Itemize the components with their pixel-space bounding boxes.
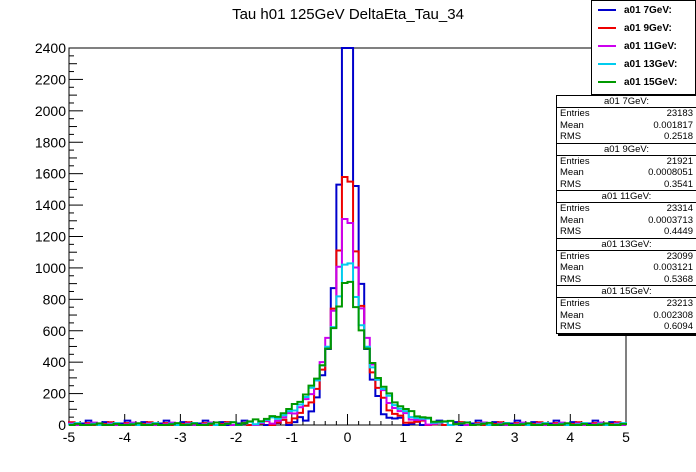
stat-label: Entries — [560, 250, 590, 262]
legend-label: a01 13GeV: — [624, 58, 678, 70]
stat-title: a01 9GeV: — [557, 144, 696, 156]
stat-title: a01 7GeV: — [557, 96, 696, 108]
legend-entry: a01 7GeV: — [592, 1, 695, 19]
stat-value: 0.6094 — [663, 321, 693, 332]
y-tick-label: 0 — [58, 417, 66, 433]
stat-title: a01 15GeV: — [557, 286, 696, 298]
axes: -5 -4 -3 -2 -1 0 1 2 3 4 5 0 200 400 600 800 1000 1200 140… — [35, 40, 630, 445]
y-tick-label: 2200 — [35, 71, 66, 87]
stat-value: 21921 — [666, 155, 693, 167]
series-2-histogram — [68, 175, 626, 426]
legend-entry: a01 9GeV: — [592, 19, 695, 37]
stat-box: a01 15GeV: Entries 23213 Mean 0.002308 RMS… — [557, 286, 696, 333]
stat-box: a01 7GeV: Entries 23183 Mean 0.001817 RMS 0… — [557, 96, 696, 144]
stat-value: 0.003121 — [653, 262, 693, 273]
legend-swatch — [598, 63, 616, 65]
stat-box: a01 13GeV: Entries 23099 Mean 0.003121 RMS… — [557, 239, 696, 286]
series-layer — [68, 47, 627, 426]
stat-title: a01 13GeV: — [557, 239, 696, 251]
legend-swatch — [598, 27, 616, 29]
x-tick-label: 3 — [511, 429, 519, 445]
legend-label: a01 15GeV: — [624, 76, 678, 88]
stat-label: RMS — [560, 178, 582, 190]
plot-frame — [68, 47, 627, 426]
stat-title: a01 11GeV: — [557, 191, 696, 203]
x-tick-label: 4 — [566, 429, 574, 445]
stat-label: Mean — [560, 309, 584, 321]
stat-box: a01 11GeV: Entries 23314 Mean 0.0003713 RM… — [557, 191, 696, 239]
y-tick-label: 1800 — [35, 134, 66, 150]
legend-entry: a01 15GeV: — [592, 73, 695, 91]
y-tick-label: 1400 — [35, 197, 66, 213]
stat-value: 23183 — [666, 108, 693, 119]
legend-entry: a01 11GeV: — [592, 37, 695, 55]
legend-swatch — [598, 45, 616, 47]
stat-value: 0.3541 — [663, 178, 693, 190]
y-tick-label: 800 — [43, 291, 67, 307]
stat-label: Mean — [560, 167, 584, 178]
legend-swatch — [598, 9, 616, 11]
stat-label: Entries — [560, 108, 590, 119]
stat-label: Entries — [560, 203, 590, 214]
stat-value: 23213 — [666, 298, 693, 309]
stat-label: RMS — [560, 273, 582, 285]
series-3-histogram — [68, 218, 626, 426]
y-tick-label: 1000 — [35, 260, 66, 276]
x-tick-label: -5 — [63, 429, 76, 445]
stat-value: 0.002308 — [653, 309, 693, 321]
stat-value: 23099 — [666, 250, 693, 262]
legend: a01 7GeV: a01 9GeV: a01 11GeV: a01 13GeV… — [591, 0, 696, 95]
x-tick-label: 1 — [399, 429, 407, 445]
stat-value: 0.5368 — [663, 273, 693, 285]
y-tick-label: 600 — [43, 323, 67, 339]
stat-label: Entries — [560, 155, 590, 167]
y-tick-label: 2400 — [35, 40, 66, 56]
stat-value: 0.001817 — [653, 119, 693, 131]
series-1-histogram — [69, 47, 626, 426]
y-tick-label: 400 — [43, 354, 67, 370]
series-4-histogram — [68, 262, 627, 426]
stat-label: RMS — [560, 131, 582, 142]
stat-label: Entries — [560, 298, 590, 309]
legend-label: a01 9GeV: — [624, 22, 672, 34]
series-5-histogram — [69, 280, 627, 426]
stat-value: 0.4449 — [663, 226, 693, 237]
x-tick-label: -1 — [286, 429, 299, 445]
legend-entry: a01 13GeV: — [592, 55, 695, 73]
stat-label: Mean — [560, 119, 584, 131]
stat-label: RMS — [560, 226, 582, 237]
stats-panel: a01 7GeV: Entries 23183 Mean 0.001817 RMS 0… — [556, 95, 696, 334]
y-tick-label: 1600 — [35, 166, 66, 182]
stat-value: 23314 — [666, 203, 693, 214]
stat-label: Mean — [560, 262, 584, 273]
legend-label: a01 11GeV: — [624, 40, 677, 52]
legend-label: a01 7GeV: — [624, 4, 672, 16]
legend-swatch — [598, 81, 616, 83]
chart-title: Tau h01 125GeV DeltaEta_Tau_34 — [232, 6, 464, 23]
stat-box: a01 9GeV: Entries 21921 Mean 0.0008051 RMS… — [557, 144, 696, 191]
y-tick-label: 2000 — [35, 103, 66, 119]
stat-value: 0.2518 — [663, 131, 693, 142]
x-tick-label: 2 — [455, 429, 463, 445]
x-tick-label: 5 — [622, 429, 630, 445]
x-tick-label: 0 — [344, 429, 352, 445]
x-tick-label: -4 — [118, 429, 131, 445]
stat-value: 0.0008051 — [648, 167, 693, 178]
y-tick-label: 1200 — [35, 229, 66, 245]
stat-label: Mean — [560, 214, 584, 226]
y-tick-label: 200 — [43, 386, 67, 402]
x-tick-label: -3 — [174, 429, 187, 445]
x-tick-label: -2 — [230, 429, 243, 445]
stat-label: RMS — [560, 321, 582, 332]
stat-value: 0.0003713 — [648, 214, 693, 226]
